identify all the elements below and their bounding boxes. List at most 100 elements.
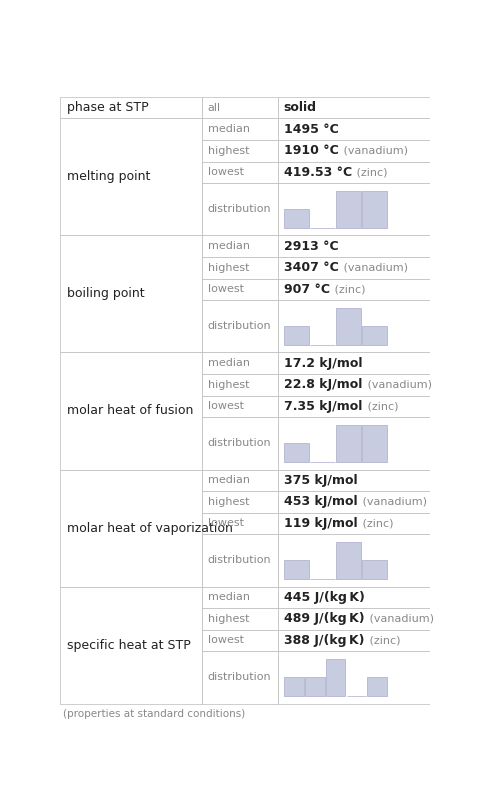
Bar <box>362 424 387 462</box>
Text: 2913 °C: 2913 °C <box>284 240 338 253</box>
Text: specific heat at STP: specific heat at STP <box>67 638 190 651</box>
Bar <box>202 651 278 704</box>
Bar <box>284 326 309 345</box>
Bar <box>202 417 278 470</box>
Bar <box>278 374 430 395</box>
Text: (zinc): (zinc) <box>353 167 388 178</box>
Text: lowest: lowest <box>208 167 244 178</box>
Text: (zinc): (zinc) <box>359 518 393 529</box>
Bar <box>60 236 202 353</box>
Text: (zinc): (zinc) <box>366 635 400 646</box>
Text: 453 kJ/mol: 453 kJ/mol <box>284 495 358 508</box>
Text: 419.53 °C: 419.53 °C <box>284 165 352 179</box>
Text: 489 J/(kg K): 489 J/(kg K) <box>284 613 364 625</box>
Bar <box>284 209 309 228</box>
Bar <box>278 119 430 140</box>
Text: (vanadium): (vanadium) <box>340 263 408 273</box>
Text: 375 kJ/mol: 375 kJ/mol <box>284 474 358 487</box>
Bar <box>336 424 361 462</box>
Bar <box>278 257 430 278</box>
Bar <box>336 190 361 228</box>
Text: molar heat of fusion: molar heat of fusion <box>67 404 193 417</box>
Text: 1910 °C: 1910 °C <box>284 144 338 157</box>
Bar <box>362 560 387 579</box>
Bar <box>278 161 430 183</box>
Text: 17.2 kJ/mol: 17.2 kJ/mol <box>284 357 362 370</box>
Text: lowest: lowest <box>208 284 244 295</box>
Bar <box>60 119 202 236</box>
Bar <box>202 300 278 353</box>
Text: (vanadium): (vanadium) <box>359 497 427 507</box>
Text: solid: solid <box>284 101 317 114</box>
Bar <box>202 608 278 629</box>
Text: highest: highest <box>208 380 249 390</box>
Text: distribution: distribution <box>208 672 272 683</box>
Bar <box>305 677 325 696</box>
Text: (zinc): (zinc) <box>364 401 398 412</box>
Text: highest: highest <box>208 614 249 624</box>
Bar <box>278 587 430 608</box>
Text: distribution: distribution <box>208 321 272 332</box>
Bar <box>278 140 430 161</box>
Bar <box>202 236 278 257</box>
Text: melting point: melting point <box>67 170 150 183</box>
Bar <box>284 677 304 696</box>
Bar <box>278 395 430 417</box>
Text: highest: highest <box>208 263 249 273</box>
Text: boiling point: boiling point <box>67 287 144 300</box>
Text: distribution: distribution <box>208 204 272 215</box>
Bar <box>202 512 278 534</box>
Text: (properties at standard conditions): (properties at standard conditions) <box>63 709 245 719</box>
Text: (zinc): (zinc) <box>331 284 366 295</box>
Bar <box>202 183 278 236</box>
Text: 7.35 kJ/mol: 7.35 kJ/mol <box>284 400 362 413</box>
Text: 1495 °C: 1495 °C <box>284 123 338 136</box>
Bar <box>202 534 278 587</box>
Bar <box>362 326 387 345</box>
Bar <box>336 307 361 345</box>
Bar <box>336 541 361 579</box>
Bar <box>278 512 430 534</box>
Bar <box>202 119 278 140</box>
Bar <box>60 470 202 587</box>
Bar <box>368 677 387 696</box>
Text: lowest: lowest <box>208 635 244 646</box>
Bar <box>202 374 278 395</box>
Text: lowest: lowest <box>208 518 244 529</box>
Text: (vanadium): (vanadium) <box>366 614 434 624</box>
Bar <box>278 651 430 704</box>
Text: highest: highest <box>208 497 249 507</box>
Text: (vanadium): (vanadium) <box>364 380 432 390</box>
Text: 445 J/(kg K): 445 J/(kg K) <box>284 591 365 604</box>
Bar <box>202 470 278 491</box>
Bar <box>202 353 278 374</box>
Text: 388 J/(kg K): 388 J/(kg K) <box>284 634 364 647</box>
Bar <box>202 97 278 119</box>
Bar <box>202 140 278 161</box>
Text: 3407 °C: 3407 °C <box>284 261 338 274</box>
Bar <box>278 491 430 512</box>
Bar <box>278 353 430 374</box>
Text: 119 kJ/mol: 119 kJ/mol <box>284 517 358 530</box>
Bar <box>278 608 430 629</box>
Bar <box>278 470 430 491</box>
Bar <box>326 659 346 696</box>
Bar <box>278 183 430 236</box>
Bar <box>202 278 278 300</box>
Text: molar heat of vaporization: molar heat of vaporization <box>67 521 233 534</box>
Text: 22.8 kJ/mol: 22.8 kJ/mol <box>284 378 362 391</box>
Bar <box>284 560 309 579</box>
Text: lowest: lowest <box>208 401 244 412</box>
Text: distribution: distribution <box>208 555 272 566</box>
Bar <box>278 629 430 651</box>
Bar <box>202 491 278 512</box>
Text: median: median <box>208 475 250 485</box>
Text: phase at STP: phase at STP <box>67 101 148 114</box>
Bar <box>284 443 309 462</box>
Bar <box>202 161 278 183</box>
Bar <box>278 97 430 119</box>
Bar <box>278 300 430 353</box>
Text: distribution: distribution <box>208 438 272 449</box>
Bar <box>278 278 430 300</box>
Bar <box>202 395 278 417</box>
